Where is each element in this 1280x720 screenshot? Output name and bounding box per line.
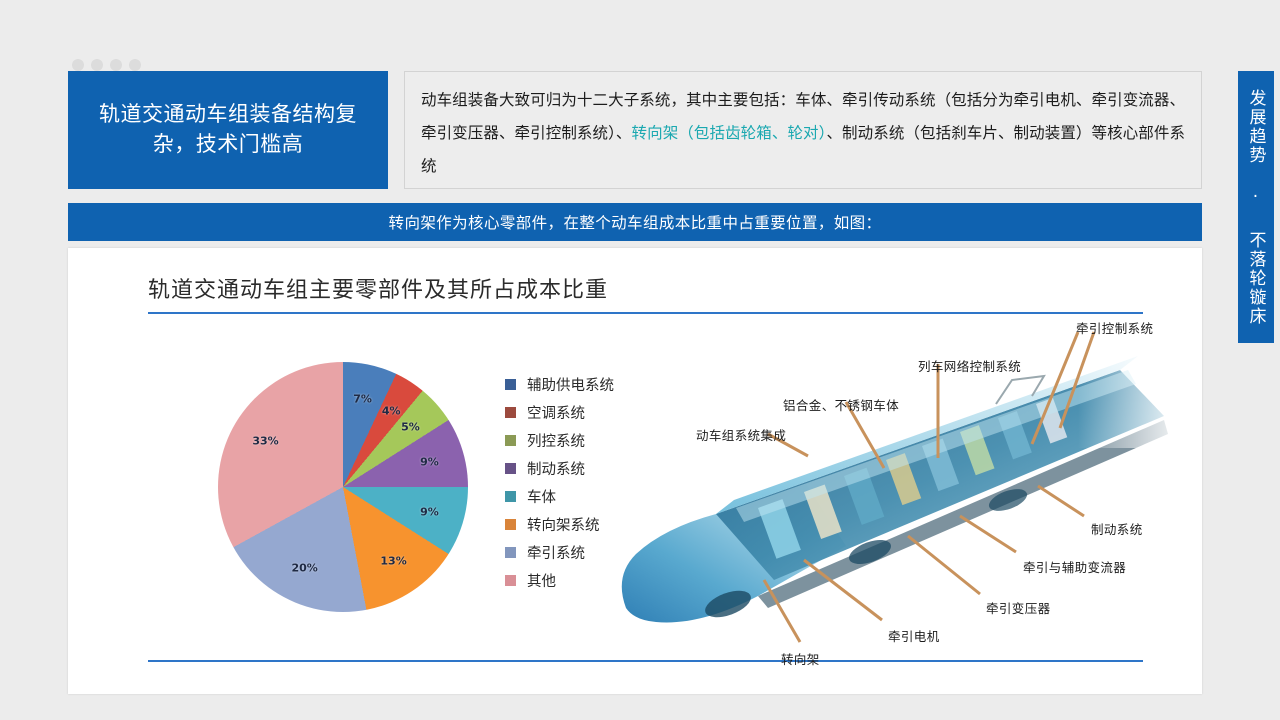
- train-body-group: [621, 338, 1178, 623]
- train-illustration-svg: [621, 331, 1178, 643]
- pie-slice-label: 13%: [380, 554, 407, 568]
- pie-slice-label: 9%: [420, 505, 439, 519]
- legend-swatch: [505, 378, 516, 390]
- legend-label: 列控系统: [527, 433, 585, 450]
- legend-swatch: [505, 518, 516, 530]
- chart-card: 轨道交通动车组主要零部件及其所占成本比重 7% 4% 5% 9% 9% 13% 20% 33%…: [68, 248, 1202, 694]
- chart-title: 轨道交通动车组主要零部件及其所占成本比重: [148, 278, 609, 303]
- legend-label: 空调系统: [527, 405, 585, 422]
- pie-slice-label: 7%: [353, 392, 372, 406]
- legend-item[interactable]: 空调系统: [505, 398, 675, 426]
- train-part-label: 牵引控制系统: [1076, 321, 1154, 336]
- legend-item[interactable]: 车体: [505, 482, 675, 510]
- decorative-dots: [72, 59, 141, 71]
- intro-paragraph-text: 动车组装备大致可归为十二大子系统，其中主要包括：车体、牵引传动系统（包括分为牵引…: [421, 84, 1185, 183]
- legend-item[interactable]: 转向架系统: [505, 510, 675, 538]
- pie-legend: 辅助供电系统 空调系统列控系统制动系统车体转向架系统牵引系统其他: [505, 370, 675, 594]
- side-tab-label: 发展趋势 · 不落轮镟床: [1245, 88, 1266, 326]
- train-diagram: 牵引控制系统列车网络控制系统铝合金、不锈钢车体动车组系统集成制动系统牵引与辅助变…: [608, 308, 1178, 667]
- train-part-label: 牵引与辅助变流器: [1023, 560, 1127, 575]
- legend-item[interactable]: 制动系统: [505, 454, 675, 482]
- legend-item[interactable]: 辅助供电系统: [505, 370, 675, 398]
- pie-slice-label: 33%: [252, 434, 279, 448]
- legend-label: 车体: [527, 489, 556, 506]
- dot-2: [91, 59, 103, 71]
- legend-swatch: [505, 462, 516, 474]
- paragraph-segment-1: 动车组装备大致可归为十二大子系统，其中主要包括：车体、牵引传动系统（包括分为牵引…: [421, 91, 1185, 142]
- side-tab-trend[interactable]: 发展趋势 · 不落轮镟床: [1238, 71, 1274, 343]
- key-message-text: 转向架作为核心零部件，在整个动车组成本比重中占重要位置，如图：: [388, 214, 882, 232]
- dot-1: [72, 59, 84, 71]
- pie-chart: [218, 362, 468, 612]
- pie-slice-label: 4%: [381, 404, 401, 418]
- pie-slice-label: 5%: [401, 420, 420, 434]
- legend-label: 其他: [527, 573, 556, 590]
- chart-divider-bottom: [148, 660, 1143, 662]
- intro-paragraph-box: 动车组装备大致可归为十二大子系统，其中主要包括：车体、牵引传动系统（包括分为牵引…: [404, 71, 1202, 189]
- train-part-label: 铝合金、不锈钢车体: [783, 398, 900, 413]
- legend-label: 转向架系统: [527, 517, 600, 534]
- dot-3: [110, 59, 122, 71]
- train-part-label: 牵引变压器: [986, 601, 1051, 616]
- legend-swatch: [505, 546, 516, 558]
- legend-swatch: [505, 490, 516, 502]
- key-message-banner: 转向架作为核心零部件，在整个动车组成本比重中占重要位置，如图：: [68, 203, 1202, 241]
- legend-swatch: [505, 434, 516, 446]
- train-part-label: 制动系统: [1091, 522, 1143, 537]
- legend-label: 制动系统: [527, 461, 585, 478]
- slide-title-text: 轨道交通动车组装备结构复杂，技术门槛高: [99, 102, 357, 156]
- slide-title-block: 轨道交通动车组装备结构复杂，技术门槛高: [68, 71, 388, 189]
- legend-label: 牵引系统: [527, 545, 585, 562]
- pie-slice-label: 20%: [291, 561, 318, 575]
- legend-swatch: [505, 574, 516, 586]
- pie-slice-label: 9%: [420, 455, 439, 469]
- train-part-label: 动车组系统集成: [696, 428, 787, 443]
- leader-lines: [762, 331, 1096, 643]
- paragraph-highlight-bogie: 转向架（包括齿轮箱、轮对）: [631, 124, 827, 142]
- train-part-label: 转向架: [781, 652, 820, 667]
- legend-item[interactable]: 牵引系统: [505, 538, 675, 566]
- train-part-label: 牵引电机: [888, 629, 940, 644]
- legend-item[interactable]: 列控系统: [505, 426, 675, 454]
- legend-swatch: [505, 406, 516, 418]
- legend-item[interactable]: 其他: [505, 566, 675, 594]
- dot-4: [129, 59, 141, 71]
- train-part-label: 列车网络控制系统: [918, 359, 1022, 374]
- pie-chart-area: 7% 4% 5% 9% 9% 13% 20% 33% 辅助供电系统 空调系统列控系统制动系统车体…: [160, 344, 614, 644]
- chart-divider-top: [148, 312, 1143, 314]
- paragraph-segment-2: 、制动系统（包括刹车片、制动装置）等核心部件系统: [421, 124, 1185, 175]
- legend-label: 辅助供电系统: [527, 377, 614, 394]
